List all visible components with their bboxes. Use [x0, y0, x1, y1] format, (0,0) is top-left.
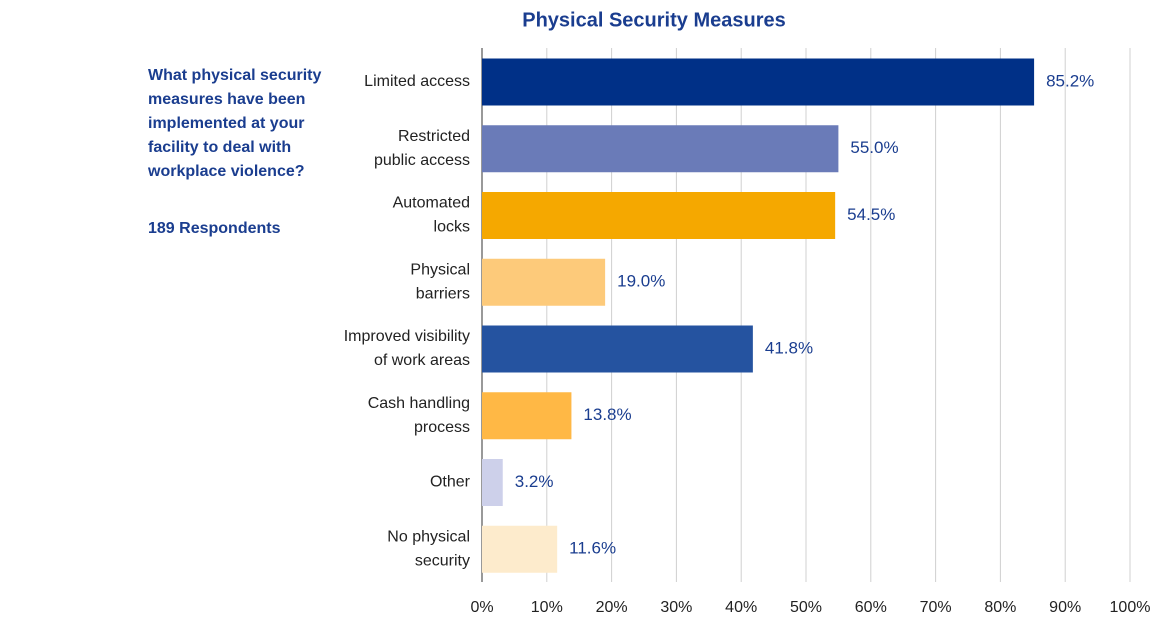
- x-tick-label: 100%: [1110, 599, 1151, 616]
- x-tick-label: 70%: [920, 599, 952, 616]
- x-tick-label: 40%: [725, 599, 757, 616]
- x-tick-label: 10%: [531, 599, 563, 616]
- category-label: Physical barriers: [410, 261, 470, 302]
- x-tick-label: 20%: [596, 599, 628, 616]
- x-tick-label: 0%: [470, 599, 493, 616]
- category-label: Improved visibility of work areas: [344, 328, 470, 369]
- question-line: facility to deal with: [148, 139, 291, 156]
- x-tick-label: 30%: [660, 599, 692, 616]
- bar: [482, 258, 606, 306]
- bar: [482, 192, 836, 239]
- value-label: 54.5%: [847, 205, 895, 224]
- bar: [482, 392, 572, 440]
- chart-title: Physical Security Measures: [522, 9, 785, 31]
- respondents: 189 Respondents: [148, 220, 281, 237]
- value-label: 55.0%: [850, 138, 898, 157]
- question-line: What physical security: [148, 67, 321, 84]
- value-label: 85.2%: [1046, 71, 1094, 90]
- category-label: Automated locks: [393, 195, 470, 236]
- value-label: 19.0%: [617, 272, 665, 291]
- category-label: Cash handling process: [368, 395, 470, 436]
- category-label: No physical security: [387, 528, 470, 569]
- question-line: workplace violence?: [147, 163, 305, 180]
- value-label: 41.8%: [765, 338, 813, 357]
- category-label: Other: [430, 474, 471, 491]
- value-label: 3.2%: [515, 472, 554, 491]
- x-tick-label: 80%: [984, 599, 1016, 616]
- category-label: Limited access: [364, 73, 470, 90]
- bar: [482, 58, 1035, 106]
- value-label: 13.8%: [583, 405, 631, 424]
- question-line: measures have been: [148, 91, 305, 108]
- category-label: Restricted public access: [374, 128, 470, 169]
- question-line: implemented at your: [148, 115, 304, 132]
- x-tick-label: 60%: [855, 599, 887, 616]
- value-label: 11.6%: [569, 539, 616, 558]
- bar: [482, 459, 503, 506]
- x-tick-label: 50%: [790, 599, 822, 616]
- bar: [482, 125, 839, 173]
- x-tick-label: 90%: [1049, 599, 1081, 616]
- bar: [482, 525, 558, 573]
- bar: [482, 325, 753, 373]
